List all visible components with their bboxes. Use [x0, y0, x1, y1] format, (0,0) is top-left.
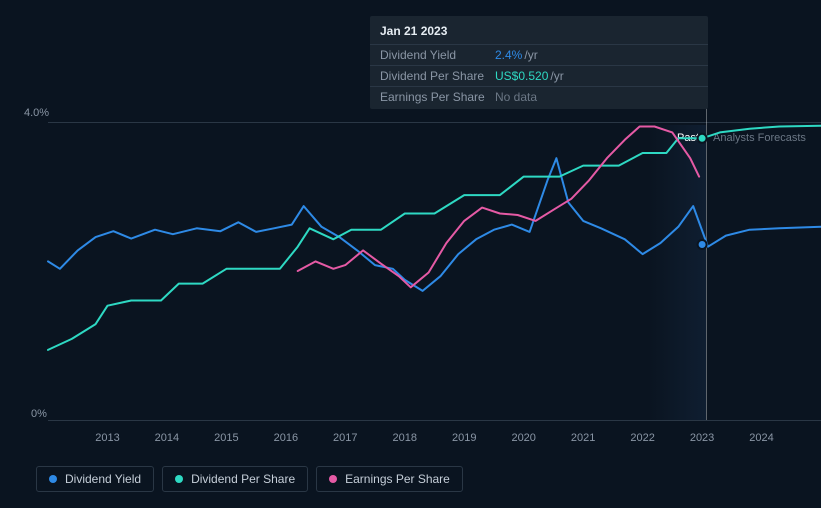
x-tick-label: 2019: [452, 432, 476, 444]
chart-lines-svg: [48, 125, 821, 420]
x-tick-label: 2021: [571, 432, 595, 444]
legend-label: Dividend Per Share: [191, 472, 295, 486]
x-tick-label: 2015: [214, 432, 238, 444]
series-end-marker-dividend-per-share: [698, 134, 707, 143]
legend-dividend-per-share[interactable]: Dividend Per Share: [162, 466, 308, 492]
legend-label: Earnings Per Share: [345, 472, 450, 486]
chart-tooltip: Jan 21 2023 Dividend Yield2.4%/yrDividen…: [370, 16, 708, 109]
tooltip-row: Dividend Per ShareUS$0.520/yr: [370, 66, 708, 87]
x-tick-label: 2020: [511, 432, 535, 444]
x-tick-label: 2013: [95, 432, 119, 444]
tooltip-row: Dividend Yield2.4%/yr: [370, 45, 708, 66]
chart-legend: Dividend Yield Dividend Per Share Earnin…: [36, 466, 463, 492]
legend-dot-icon: [49, 475, 57, 483]
tooltip-date: Jan 21 2023: [370, 24, 708, 45]
tooltip-value: US$0.520/yr: [495, 69, 564, 83]
x-tick-label: 2017: [333, 432, 357, 444]
x-axis-ticks: 2013 2014 2015 2016 2017 2018 2019 2020 2021 2022…: [48, 432, 821, 448]
x-tick-label: 2023: [690, 432, 714, 444]
y-axis-min-label: 0%: [31, 408, 47, 420]
dividend-chart: 4.0% 0% Past Analysts Forecasts 20132014…: [18, 0, 821, 508]
legend-dividend-yield[interactable]: Dividend Yield: [36, 466, 154, 492]
tooltip-key: Dividend Yield: [380, 48, 495, 62]
y-axis-max-label: 4.0%: [24, 107, 49, 119]
x-tick-label: 2018: [393, 432, 417, 444]
series-line-earnings-per-share: [298, 127, 699, 288]
tooltip-value: 2.4%/yr: [495, 48, 538, 62]
legend-dot-icon: [175, 475, 183, 483]
legend-label: Dividend Yield: [65, 472, 141, 486]
legend-earnings-per-share[interactable]: Earnings Per Share: [316, 466, 463, 492]
series-end-marker-dividend-yield: [698, 240, 707, 249]
legend-dot-icon: [329, 475, 337, 483]
x-tick-label: 2022: [630, 432, 654, 444]
x-tick-label: 2024: [749, 432, 773, 444]
tooltip-key: Dividend Per Share: [380, 69, 495, 83]
x-tick-label: 2014: [155, 432, 179, 444]
x-tick-label: 2016: [274, 432, 298, 444]
series-line-dividend-yield: [48, 158, 821, 291]
tooltip-row: Earnings Per ShareNo data: [370, 87, 708, 107]
tooltip-key: Earnings Per Share: [380, 90, 495, 104]
tooltip-value: No data: [495, 90, 537, 104]
grid-base-line: [48, 420, 821, 421]
